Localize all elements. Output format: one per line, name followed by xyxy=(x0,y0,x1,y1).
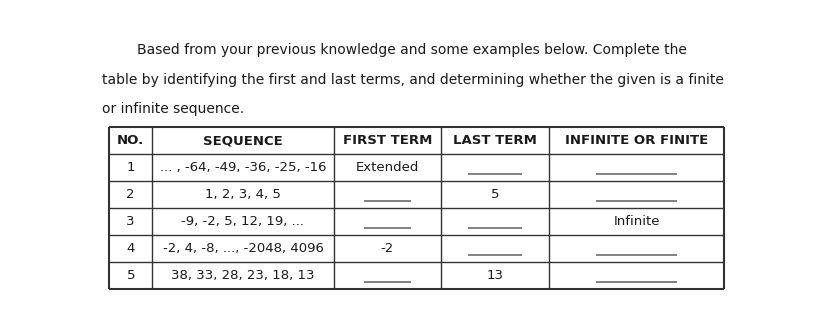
Text: SEQUENCE: SEQUENCE xyxy=(203,134,283,147)
Text: 2: 2 xyxy=(127,188,135,201)
Text: or infinite sequence.: or infinite sequence. xyxy=(102,102,244,116)
Text: 1: 1 xyxy=(127,161,135,174)
Text: 4: 4 xyxy=(127,242,135,255)
Text: 13: 13 xyxy=(486,269,503,282)
Text: 38, 33, 28, 23, 18, 13: 38, 33, 28, 23, 18, 13 xyxy=(172,269,315,282)
Text: -2: -2 xyxy=(380,242,394,255)
Text: -9, -2, 5, 12, 19, ...: -9, -2, 5, 12, 19, ... xyxy=(181,215,304,228)
Text: INFINITE OR FINITE: INFINITE OR FINITE xyxy=(565,134,708,147)
Text: -2, 4, -8, ..., -2048, 4096: -2, 4, -8, ..., -2048, 4096 xyxy=(163,242,324,255)
Text: 3: 3 xyxy=(127,215,135,228)
Text: FIRST TERM: FIRST TERM xyxy=(343,134,433,147)
Text: Infinite: Infinite xyxy=(613,215,660,228)
Text: ... , -64, -49, -36, -25, -16: ... , -64, -49, -36, -25, -16 xyxy=(159,161,326,174)
Text: 1, 2, 3, 4, 5: 1, 2, 3, 4, 5 xyxy=(205,188,280,201)
Text: LAST TERM: LAST TERM xyxy=(453,134,537,147)
Text: Based from your previous knowledge and some examples below. Complete the: Based from your previous knowledge and s… xyxy=(102,44,686,57)
Text: NO.: NO. xyxy=(117,134,145,147)
Text: table by identifying the first and last terms, and determining whether the given: table by identifying the first and last … xyxy=(102,73,724,87)
Text: Extended: Extended xyxy=(356,161,420,174)
Text: 5: 5 xyxy=(491,188,499,201)
Text: 5: 5 xyxy=(127,269,135,282)
